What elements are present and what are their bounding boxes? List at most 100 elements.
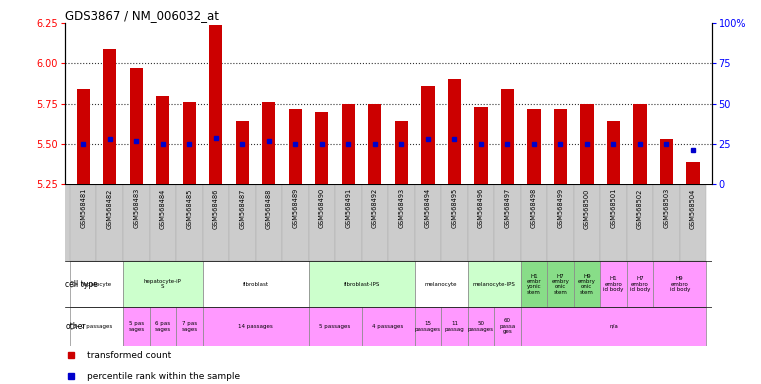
Text: GSM568495: GSM568495 [451,188,457,228]
Text: GSM568485: GSM568485 [186,188,193,228]
Bar [77,89,90,184]
Bar [547,261,574,307]
Bar [554,109,567,184]
Text: melanocyte: melanocyte [425,281,457,287]
Text: GSM568482: GSM568482 [107,188,113,228]
Bar [581,104,594,184]
Text: n/a: n/a [609,324,618,329]
Text: 11
passag: 11 passag [444,321,464,332]
Bar [202,184,229,261]
Bar [388,184,415,261]
Bar [468,307,494,346]
Text: GSM568500: GSM568500 [584,188,590,228]
Text: 14 passages: 14 passages [238,324,273,329]
Bar [627,261,653,307]
Bar [70,307,123,346]
Bar [288,109,302,184]
Text: GSM568498: GSM568498 [531,188,537,228]
Bar [282,184,308,261]
Bar [422,86,435,184]
Text: GSM568497: GSM568497 [505,188,511,228]
Text: GSM568486: GSM568486 [213,188,219,228]
Bar [441,184,468,261]
Bar [229,184,256,261]
Bar [97,184,123,261]
Bar [308,184,335,261]
Bar [308,307,361,346]
Bar [123,261,202,307]
Bar [494,184,521,261]
Text: 6 pas
sages: 6 pas sages [154,321,170,332]
Text: 4 passages: 4 passages [372,324,404,329]
Text: 5 passages: 5 passages [320,324,351,329]
Text: H7
embro
id body: H7 embro id body [630,276,650,292]
Bar [315,112,329,184]
Text: other: other [65,322,86,331]
Bar [395,121,408,184]
Bar [447,79,461,184]
Bar [680,184,706,261]
Bar [660,139,673,184]
Text: percentile rank within the sample: percentile rank within the sample [88,372,240,381]
Bar [468,184,494,261]
Bar [123,184,149,261]
Bar [527,109,540,184]
Bar [600,261,627,307]
Text: 7 pas
sages: 7 pas sages [181,321,197,332]
Text: 60
passa
ges: 60 passa ges [499,318,515,334]
Bar [149,307,176,346]
Bar [361,184,388,261]
Bar [335,184,361,261]
Bar [474,107,488,184]
Bar [686,162,699,184]
Text: GSM568504: GSM568504 [690,188,696,228]
Bar [209,25,222,184]
Bar [202,307,308,346]
Text: GSM568494: GSM568494 [425,188,431,228]
Text: 15
passages: 15 passages [415,321,441,332]
Bar [308,261,415,307]
Bar [129,68,143,184]
Text: H9
embry
onic
stem: H9 embry onic stem [578,273,596,295]
Text: GSM568484: GSM568484 [160,188,166,228]
Bar [521,307,706,346]
Text: GSM568490: GSM568490 [319,188,325,228]
Bar [653,261,706,307]
Bar [156,96,170,184]
Bar [521,261,547,307]
Bar [633,104,647,184]
Bar [256,184,282,261]
Bar [468,261,521,307]
Text: GSM568489: GSM568489 [292,188,298,228]
Bar [342,104,355,184]
Text: GSM568483: GSM568483 [133,188,139,228]
Bar [123,307,149,346]
Bar [176,184,202,261]
Bar [607,121,620,184]
Bar [521,184,547,261]
Text: H1
embro
id body: H1 embro id body [603,276,623,292]
Text: 0 passages: 0 passages [81,324,112,329]
Text: H1
embr
yonic
stem: H1 embr yonic stem [527,273,541,295]
Bar [574,261,600,307]
Bar [361,307,415,346]
Bar [183,102,196,184]
Text: 50
passages: 50 passages [468,321,494,332]
Text: H9
embro
id body: H9 embro id body [670,276,690,292]
Bar [70,184,97,261]
Bar [415,184,441,261]
Text: GSM568492: GSM568492 [372,188,378,228]
Bar [547,184,574,261]
Text: H7
embry
onic
stem: H7 embry onic stem [552,273,569,295]
Bar [627,184,653,261]
Text: GSM568487: GSM568487 [239,188,245,228]
Bar [70,261,123,307]
Bar [653,184,680,261]
Text: 5 pas
sages: 5 pas sages [128,321,145,332]
Text: GSM568491: GSM568491 [345,188,352,228]
Bar [149,184,176,261]
Text: melanocyte-IPS: melanocyte-IPS [473,281,516,287]
Text: fibroblast-IPS: fibroblast-IPS [343,281,380,287]
Text: GSM568493: GSM568493 [398,188,404,228]
Text: GSM568501: GSM568501 [610,188,616,228]
